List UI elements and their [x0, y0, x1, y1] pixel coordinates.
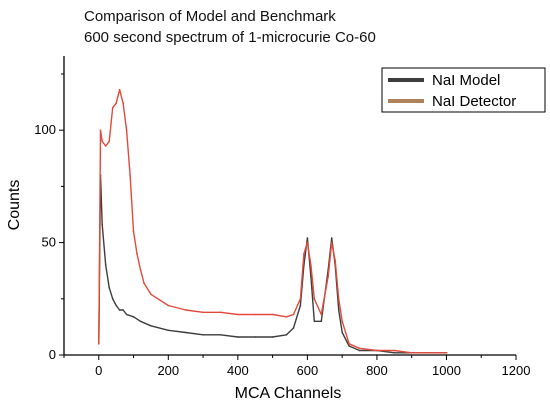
plot-area	[98, 88, 448, 354]
legend: NaI Model NaI Detector	[381, 67, 546, 113]
x-tick-label: 400	[227, 363, 249, 378]
data-point	[150, 293, 152, 296]
data-point	[303, 253, 305, 255]
y-axis-label: Counts	[6, 180, 23, 231]
data-point	[376, 349, 378, 352]
data-point	[108, 286, 110, 289]
data-point	[150, 325, 152, 327]
x-tick-label: 600	[297, 363, 319, 378]
data-point	[271, 313, 274, 316]
data-point	[111, 106, 114, 109]
data-point	[330, 237, 333, 239]
data-point	[115, 304, 117, 307]
data-point	[393, 352, 396, 354]
data-point	[254, 336, 256, 338]
data-point	[101, 140, 103, 143]
data-point	[132, 316, 135, 318]
series-line-nai-model	[98, 174, 447, 354]
data-point	[330, 241, 333, 244]
y-tick-label: 100	[34, 122, 56, 137]
data-point	[108, 140, 110, 143]
data-point	[341, 331, 344, 334]
x-tick-label: 0	[95, 363, 102, 378]
data-point	[125, 313, 128, 316]
data-point	[313, 298, 316, 300]
data-point	[299, 298, 302, 300]
data-point	[118, 88, 121, 91]
data-point	[167, 304, 170, 307]
data-point	[292, 327, 295, 329]
data-point	[118, 309, 121, 311]
data-point	[285, 316, 288, 318]
chart-title: Comparison of Model and Benchmark	[84, 8, 336, 25]
legend-box	[381, 67, 546, 113]
data-point	[292, 313, 295, 316]
data-point	[348, 345, 350, 347]
data-point	[393, 349, 396, 352]
data-point	[139, 320, 142, 323]
data-point	[299, 304, 302, 307]
x-tick-label: 1200	[502, 363, 531, 378]
data-point	[143, 282, 145, 284]
data-point	[184, 331, 187, 334]
data-point	[358, 349, 361, 352]
data-point	[139, 268, 142, 271]
x-axis-label: MCA Channels	[235, 385, 342, 402]
chart-subtitle: 600 second spectrum of 1-microcurie Co-6…	[84, 29, 376, 46]
data-point	[129, 174, 131, 176]
data-point	[410, 352, 413, 354]
data-point	[358, 347, 361, 350]
data-point	[104, 264, 107, 266]
data-point	[271, 336, 274, 338]
data-point	[341, 320, 344, 323]
data-point	[237, 313, 239, 316]
data-point	[219, 311, 222, 314]
data-point	[334, 259, 337, 262]
data-point	[327, 275, 330, 278]
data-point	[320, 313, 323, 316]
data-point	[115, 102, 117, 104]
data-point	[125, 129, 128, 131]
data-point	[202, 334, 204, 336]
data-point	[122, 309, 124, 311]
series-line-nai-detector	[98, 88, 447, 354]
y-tick-label: 0	[49, 347, 56, 362]
data-point	[285, 334, 288, 336]
x-ticks: 0 200 400 600 800 1000 1200	[63, 355, 531, 378]
data-point	[98, 343, 100, 345]
data-point	[348, 343, 350, 345]
x-tick-label: 1000	[432, 363, 461, 378]
data-point	[445, 352, 448, 354]
data-point	[111, 298, 114, 300]
data-point	[306, 241, 309, 244]
data-point	[428, 352, 430, 354]
data-point	[122, 102, 124, 104]
data-point	[132, 230, 135, 233]
data-point	[237, 336, 239, 338]
legend-label: NaI Model	[432, 72, 500, 89]
data-point	[219, 334, 222, 336]
data-point	[104, 145, 107, 147]
x-tick-label: 200	[157, 363, 179, 378]
data-point	[313, 320, 316, 323]
data-point	[184, 309, 187, 311]
axes	[63, 56, 516, 356]
data-point	[306, 237, 309, 239]
data-point	[320, 320, 323, 323]
data-point	[337, 298, 340, 300]
data-point	[202, 311, 204, 314]
legend-label: NaI Detector	[432, 93, 516, 110]
data-point	[101, 223, 103, 226]
y-tick-label: 50	[42, 235, 56, 250]
data-point	[310, 264, 312, 266]
y-ticks: 0 50 100	[34, 73, 64, 362]
data-point	[167, 329, 170, 332]
data-point	[99, 129, 102, 131]
data-point	[136, 253, 138, 255]
data-point	[337, 309, 340, 311]
data-point	[254, 313, 256, 316]
x-tick-label: 800	[366, 363, 388, 378]
